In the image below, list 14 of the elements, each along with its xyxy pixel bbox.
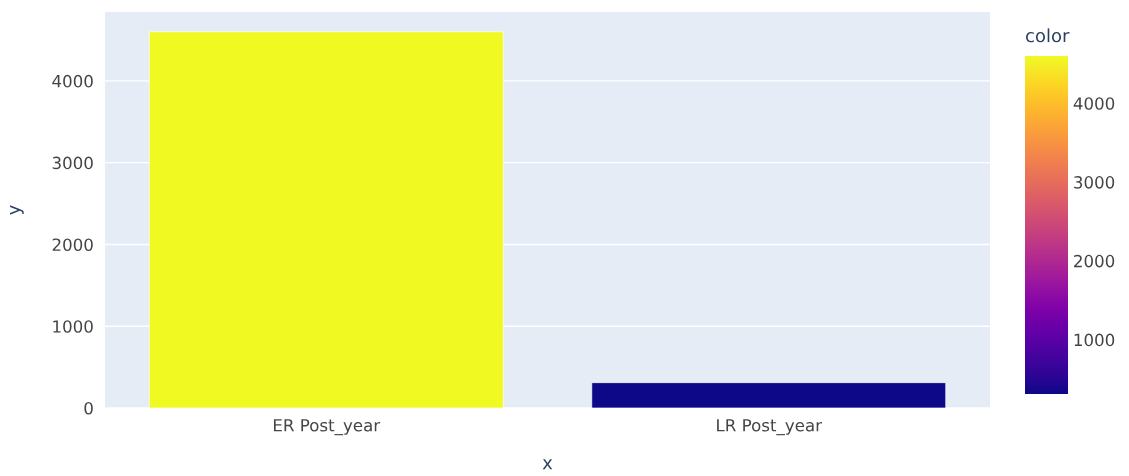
color-bar-title: color <box>1026 28 1070 43</box>
y-tick-label: 4000 <box>52 74 93 88</box>
x-tick-label: ER Post_year <box>273 419 381 436</box>
y-tick-label: 2000 <box>52 238 93 251</box>
y-tick-label: 1000 <box>53 320 93 333</box>
color-bar-label: 4000 <box>1073 97 1115 110</box>
y-axis-title: y <box>10 205 24 215</box>
y-tick-label: 3000 <box>52 156 93 170</box>
color-bar-label: 1000 <box>1074 333 1115 347</box>
y-tick-label: 0 <box>84 401 93 415</box>
color-bar-label: 2000 <box>1074 254 1115 268</box>
x-tick-label: LR Post_year <box>717 419 823 436</box>
color-bar-label: 3000 <box>1074 176 1115 189</box>
x-axis-title: x <box>542 459 553 470</box>
